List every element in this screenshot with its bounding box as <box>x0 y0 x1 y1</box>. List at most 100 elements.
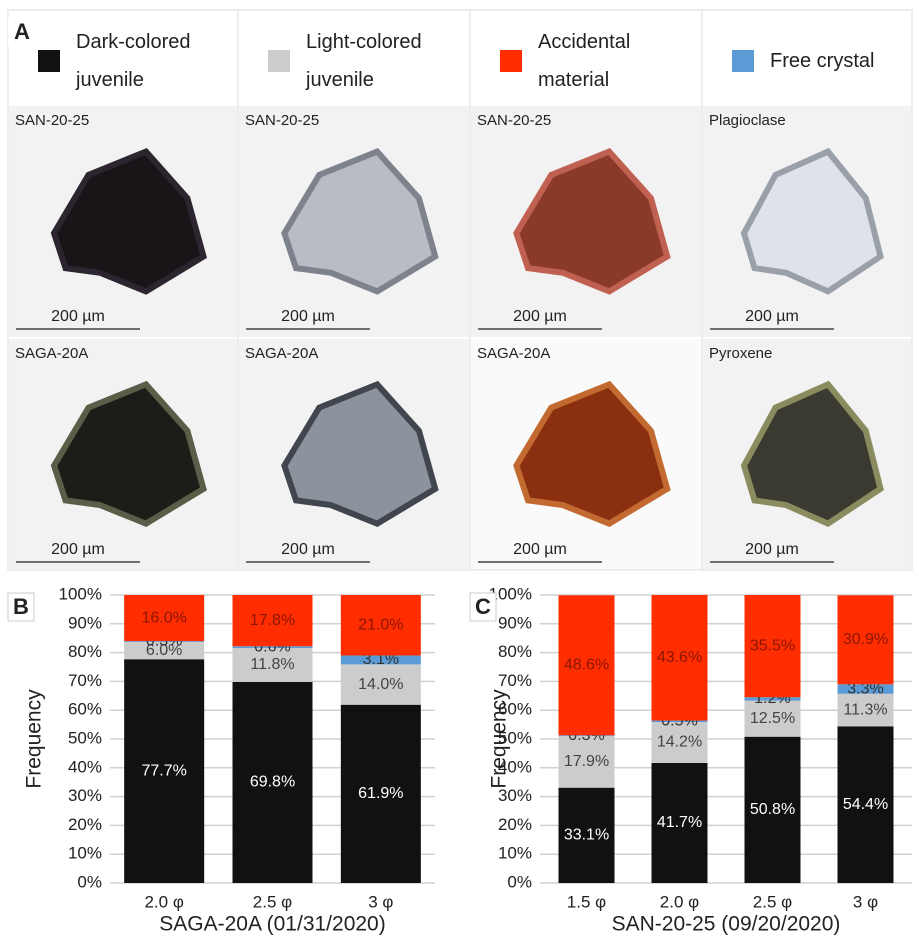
x-tick-label: 2.0 φ <box>660 892 699 911</box>
sample-label: SAN-20-25 <box>477 112 551 129</box>
y-tick-label: 50% <box>68 728 102 747</box>
bar-segment <box>340 595 421 656</box>
data-label: 77.7% <box>141 762 186 779</box>
y-tick-label: 70% <box>498 671 532 690</box>
sample-label: SAGA-20A <box>477 345 550 362</box>
grain <box>50 380 207 527</box>
panel-label: B <box>13 594 29 619</box>
y-tick-label: 70% <box>68 671 102 690</box>
y-axis-title: Frequency <box>488 689 511 789</box>
data-label: 3.3% <box>847 680 883 697</box>
data-label: 16.0% <box>141 609 186 626</box>
bar-segment <box>744 736 801 883</box>
y-tick-label: 90% <box>68 613 102 632</box>
data-label: 6.0% <box>146 642 182 659</box>
bar-segment <box>837 684 894 694</box>
scale-bar-label: 200 µm <box>281 541 335 558</box>
bar-segment <box>124 659 205 883</box>
legend-swatch <box>38 50 60 72</box>
x-tick-label: 2.5 φ <box>253 892 292 911</box>
legend-item: Dark-colored juvenile <box>38 22 241 100</box>
x-axis-title: SAN-20-25 (09/20/2020) <box>612 913 841 936</box>
y-tick-label: 40% <box>68 757 102 776</box>
x-tick-label: 3 φ <box>853 892 878 911</box>
sample-label: SAGA-20A <box>15 345 88 362</box>
grain <box>513 380 671 527</box>
x-axis-title: SAGA-20A (01/31/2020) <box>159 913 385 936</box>
y-tick-label: 20% <box>498 815 532 834</box>
panel-label: C <box>475 594 491 619</box>
data-label: 50.8% <box>750 801 795 818</box>
y-tick-label: 10% <box>498 844 532 863</box>
bar-segment <box>837 693 894 727</box>
scale-bar-label: 200 µm <box>745 308 799 325</box>
legend-item: Free crystal <box>732 22 919 100</box>
bar-segment <box>124 595 205 642</box>
y-tick-label: 30% <box>498 786 532 805</box>
panel-label-box <box>469 592 497 622</box>
y-tick-label: 100% <box>489 584 532 603</box>
bar-segment <box>744 700 801 737</box>
grain <box>281 148 439 295</box>
bar-segment <box>744 697 801 701</box>
bar-segment <box>651 720 708 723</box>
data-label: 14.2% <box>657 734 702 751</box>
data-label: 48.6% <box>564 656 609 673</box>
legend-item: Light-colored juvenile <box>268 22 471 100</box>
panel-label-box <box>7 592 35 622</box>
bar-segment <box>340 704 421 883</box>
bar-segment <box>340 655 421 665</box>
data-label: 17.9% <box>564 753 609 770</box>
bar-segment <box>232 681 313 883</box>
y-tick-label: 60% <box>498 700 532 719</box>
scale-bar-label: 200 µm <box>513 308 567 325</box>
bar-segment <box>124 641 205 660</box>
scale-bar-label: 200 µm <box>51 541 105 558</box>
bar-segment <box>558 595 615 736</box>
y-tick-label: 40% <box>498 757 532 776</box>
y-tick-label: 0% <box>77 872 102 891</box>
legend-swatch <box>500 50 522 72</box>
data-label: 30.9% <box>843 631 888 648</box>
bar-segment <box>340 664 421 705</box>
grain <box>513 148 671 295</box>
x-tick-label: 1.5 φ <box>567 892 606 911</box>
grain <box>740 380 884 528</box>
sample-label: Plagioclase <box>709 112 786 129</box>
panel-a-frame <box>7 9 913 571</box>
bar-segment <box>651 595 708 721</box>
legend-text: Free crystal <box>770 50 875 72</box>
y-axis-title: Frequency <box>23 689 46 789</box>
y-tick-label: 10% <box>68 844 102 863</box>
x-tick-label: 2.5 φ <box>753 892 792 911</box>
sample-label: SAN-20-25 <box>15 112 89 129</box>
data-label: 11.8% <box>250 656 294 673</box>
bar-segment <box>558 735 615 737</box>
data-label: 33.1% <box>564 827 609 844</box>
legend-text: Dark-colored juvenile <box>76 31 191 91</box>
sample-label: Pyroxene <box>709 345 772 362</box>
sample-label: SAN-20-25 <box>245 112 319 129</box>
bar-segment <box>558 787 615 883</box>
data-label: 11.3% <box>843 701 887 718</box>
data-label: 41.7% <box>657 814 702 831</box>
scale-bar-label: 200 µm <box>745 541 799 558</box>
scale-bar-label: 200 µm <box>51 308 105 325</box>
y-tick-label: 0% <box>507 872 532 891</box>
bar-segment <box>232 647 313 682</box>
bar-segment <box>837 595 894 685</box>
y-tick-label: 60% <box>68 700 102 719</box>
bar-segment <box>232 595 313 647</box>
bar-segment <box>232 646 313 648</box>
data-label: 21.0% <box>358 616 403 633</box>
bar-segment <box>744 595 801 698</box>
scale-bar-label: 200 µm <box>281 308 335 325</box>
data-label: 43.6% <box>657 649 702 666</box>
legend-item: Accidental material <box>500 22 703 100</box>
y-tick-label: 30% <box>68 786 102 805</box>
y-tick-label: 80% <box>68 642 102 661</box>
y-tick-label: 100% <box>59 584 102 603</box>
bar-segment <box>837 726 894 883</box>
